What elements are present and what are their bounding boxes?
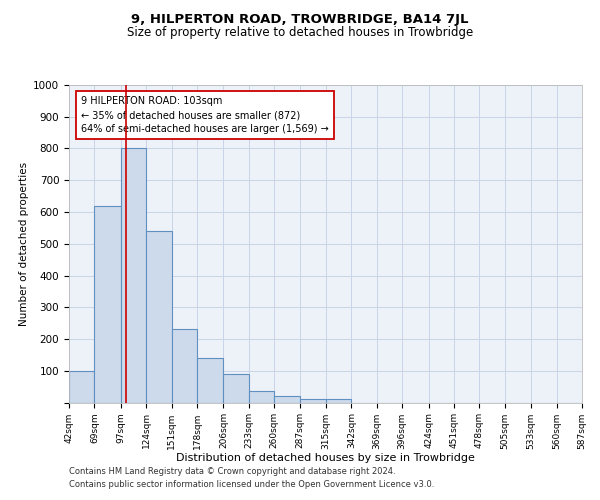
X-axis label: Distribution of detached houses by size in Trowbridge: Distribution of detached houses by size … <box>176 453 475 463</box>
Bar <box>223 374 249 402</box>
Text: 9 HILPERTON ROAD: 103sqm
← 35% of detached houses are smaller (872)
64% of semi-: 9 HILPERTON ROAD: 103sqm ← 35% of detach… <box>81 96 329 134</box>
Bar <box>299 400 326 402</box>
Y-axis label: Number of detached properties: Number of detached properties <box>19 162 29 326</box>
Bar <box>326 400 352 402</box>
Bar <box>94 206 121 402</box>
Bar <box>197 358 223 403</box>
Bar <box>121 148 146 402</box>
Text: 9, HILPERTON ROAD, TROWBRIDGE, BA14 7JL: 9, HILPERTON ROAD, TROWBRIDGE, BA14 7JL <box>131 12 469 26</box>
Bar <box>146 231 172 402</box>
Text: Size of property relative to detached houses in Trowbridge: Size of property relative to detached ho… <box>127 26 473 39</box>
Bar <box>69 371 94 402</box>
Text: Contains HM Land Registry data © Crown copyright and database right 2024.: Contains HM Land Registry data © Crown c… <box>69 467 395 476</box>
Text: Contains public sector information licensed under the Open Government Licence v3: Contains public sector information licen… <box>69 480 434 489</box>
Bar <box>249 392 274 402</box>
Bar <box>274 396 299 402</box>
Bar <box>172 330 197 402</box>
